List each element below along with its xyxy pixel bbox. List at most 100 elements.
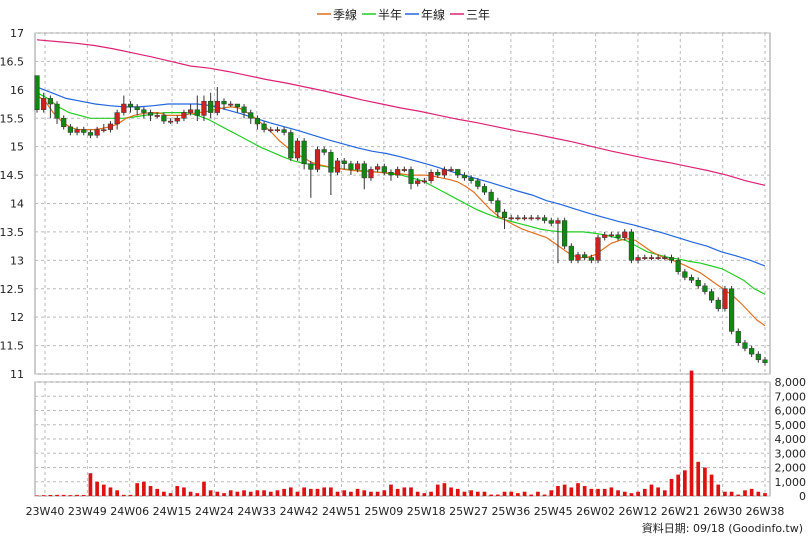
volume-tick-label: 1,000	[775, 476, 807, 489]
candle-body	[501, 211, 508, 218]
candle-body	[147, 112, 154, 116]
volume-bar	[162, 491, 166, 496]
candle-body	[441, 169, 448, 176]
candle-body	[588, 257, 594, 261]
volume-bar	[482, 491, 487, 496]
candle-body	[134, 106, 140, 110]
candle-body	[428, 171, 434, 182]
candle-body	[535, 217, 541, 220]
volume-bar	[743, 490, 747, 496]
candle-body	[481, 186, 488, 193]
candle-body	[508, 217, 514, 220]
candle-body	[575, 254, 581, 261]
candle-body	[301, 140, 307, 164]
candle-body	[495, 200, 501, 213]
x-tick-label: 24W15	[153, 505, 192, 518]
volume-bar	[549, 490, 554, 496]
x-tick-label: 24W24	[195, 505, 234, 518]
volume-bar	[723, 491, 727, 496]
volume-tick-label: 2,000	[775, 462, 807, 475]
volume-bar	[121, 494, 126, 496]
candle-body	[81, 129, 87, 133]
volume-bar	[703, 467, 707, 496]
volume-bar	[736, 494, 741, 496]
volume-bar	[288, 487, 293, 496]
x-tick-label: 23W40	[26, 505, 65, 518]
volume-bar	[382, 490, 387, 496]
candle-body	[181, 112, 187, 119]
candle-body	[388, 171, 394, 176]
x-tick-label: 26W38	[746, 505, 785, 518]
candle-body	[334, 160, 341, 173]
candle-body	[708, 291, 715, 301]
volume-tick-label: 7,000	[775, 390, 807, 403]
volume-bar	[61, 494, 66, 496]
volume-bar	[395, 488, 400, 496]
candle-body	[67, 126, 73, 133]
volume-bar	[716, 484, 721, 496]
volume-bar	[669, 478, 674, 496]
candle-body	[328, 152, 334, 173]
candlestick-series	[34, 75, 768, 366]
candle-body	[735, 331, 741, 343]
candle-body	[562, 220, 568, 247]
candle-body	[461, 174, 468, 179]
x-tick-label: 26W21	[661, 505, 700, 518]
candle-body	[668, 257, 675, 261]
volume-bar	[636, 491, 640, 496]
price-tick-label: 14.5	[0, 169, 24, 182]
volume-bar	[542, 494, 547, 496]
x-tick-label: 26W30	[703, 505, 742, 518]
x-tick-label: 24W51	[322, 505, 361, 518]
candle-body	[408, 169, 414, 184]
volume-bar	[676, 474, 681, 496]
volume-tick-label: 3,000	[775, 447, 807, 460]
axis-labels: 11 11.5 12 12.5 13 13.5 14 14.5 15 15.5 16 16.5 17 01…	[0, 27, 806, 518]
volume-bar	[282, 488, 286, 496]
volume-bar	[609, 487, 614, 496]
volume-tick-label: 0	[799, 490, 806, 503]
ma-year-line	[36, 86, 766, 267]
volume-bar	[709, 474, 714, 496]
volume-tick-label: 6,000	[775, 405, 807, 418]
candle-body	[395, 169, 401, 176]
candle-body	[61, 118, 67, 128]
volume-bar	[576, 483, 580, 496]
candle-body	[161, 115, 167, 122]
volume-bar	[415, 491, 420, 496]
volume-bar	[489, 494, 494, 496]
candle-body	[34, 75, 40, 110]
volume-bar	[148, 486, 153, 496]
volume-bar	[629, 493, 634, 496]
ma-3year-line	[36, 39, 766, 186]
volume-bar	[622, 491, 627, 496]
volume-bar	[355, 488, 360, 496]
candle-body	[688, 277, 695, 281]
volume-bar	[509, 491, 514, 496]
candle-body	[194, 109, 200, 116]
candle-body	[548, 220, 554, 224]
candle-body	[321, 149, 327, 153]
candle-body	[294, 140, 301, 159]
candle-body	[695, 279, 701, 287]
volume-bar	[422, 493, 427, 496]
candle-body	[381, 166, 387, 173]
candle-body	[729, 288, 735, 332]
volume-bar	[683, 470, 687, 496]
x-tick-label: 25W27	[449, 505, 488, 518]
x-tick-label: 25W18	[407, 505, 446, 518]
x-tick-label: 23W49	[68, 505, 107, 518]
candle-body	[121, 103, 127, 113]
volume-grid	[34, 381, 771, 497]
volume-bar	[362, 490, 367, 496]
volume-bar	[242, 490, 246, 496]
candle-body	[515, 217, 521, 220]
volume-bar	[295, 491, 300, 496]
ma-quarter-line	[36, 95, 766, 327]
volume-bar	[81, 495, 86, 496]
candle-body	[528, 217, 534, 220]
volume-bar	[562, 484, 567, 496]
volume-bar	[462, 491, 467, 496]
volume-bar	[155, 488, 160, 496]
